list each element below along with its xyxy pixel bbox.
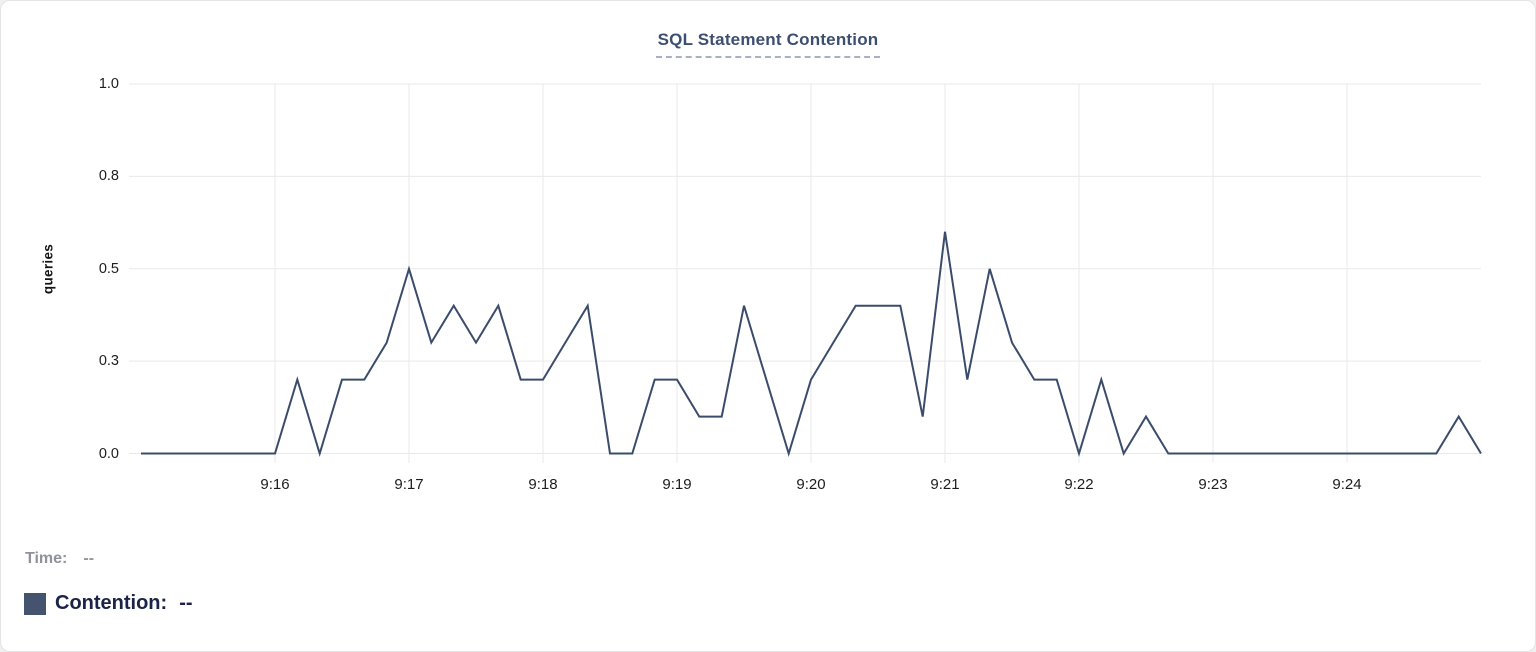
y-axis-title: queries <box>40 243 56 295</box>
legend-time-row: Time: -- <box>25 550 94 568</box>
contention-swatch <box>24 592 46 615</box>
x-tick-label: 9:19 <box>662 476 692 493</box>
x-tick-label: 9:20 <box>796 476 826 493</box>
chart-title[interactable]: SQL Statement Contention <box>655 30 881 58</box>
contention-value: -- <box>179 592 193 614</box>
contention-label: Contention: <box>55 592 168 614</box>
y-tick-label: 0.0 <box>98 446 119 462</box>
x-tick-label: 9:22 <box>1064 476 1094 493</box>
legend-contention-row: Contention: -- <box>24 592 193 615</box>
x-tick-label: 9:21 <box>930 476 960 493</box>
chart-header: SQL Statement Contention <box>1 30 1535 58</box>
contention-line <box>141 231 1482 457</box>
x-tick-label: 9:17 <box>394 476 424 493</box>
grid-layer <box>129 83 1481 463</box>
x-tick-label: 9:16 <box>260 476 290 493</box>
y-tick-label: 1.0 <box>98 76 119 92</box>
y-tick-label: 0.8 <box>98 168 119 184</box>
time-label: Time: <box>25 550 68 567</box>
x-tick-label: 9:24 <box>1332 476 1362 493</box>
y-tick-label: 0.5 <box>98 261 119 277</box>
x-tick-label: 9:23 <box>1198 476 1228 493</box>
x-tick-label: 9:18 <box>528 476 558 493</box>
time-value: -- <box>83 550 95 567</box>
y-tick-label: 0.3 <box>98 353 119 369</box>
